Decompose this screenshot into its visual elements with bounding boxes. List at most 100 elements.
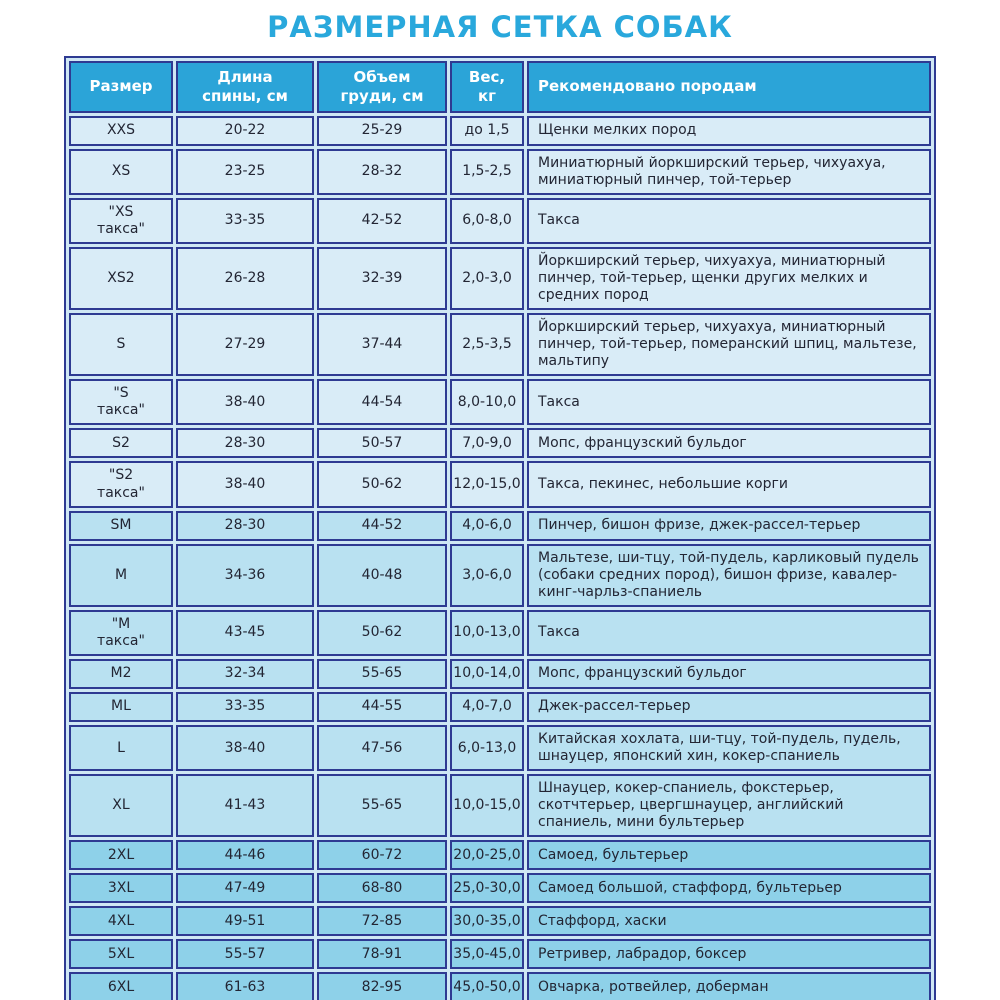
chest-girth-cell: 72-85 <box>317 906 447 937</box>
size-cell: S <box>69 313 173 377</box>
weight-cell: 4,0-7,0 <box>450 691 524 722</box>
chest-girth-cell: 50-62 <box>317 609 447 656</box>
weight-cell: 6,0-13,0 <box>450 724 524 772</box>
chest-girth-cell: 50-62 <box>317 461 447 508</box>
column-header-chest-girth: Объем груди, см <box>317 61 447 113</box>
back-length-cell: 27-29 <box>176 313 314 377</box>
table-row: XXS 20-22 25-29 до 1,5 Щенки мелких пород <box>69 115 931 146</box>
table-row: SM 28-30 44-52 4,0-6,0 Пинчер, бишон фризе, … <box>69 510 931 541</box>
table-row: 5XL 55-57 78-91 35,0-45,0 Ретривер, лабрадор… <box>69 939 931 970</box>
breeds-cell: Такса <box>527 197 931 244</box>
chest-girth-cell: 44-55 <box>317 691 447 722</box>
size-cell: 6XL <box>69 972 173 1000</box>
breeds-cell: Такса, пекинес, небольшие корги <box>527 461 931 508</box>
back-length-cell: 61-63 <box>176 972 314 1000</box>
breeds-cell: Самоед большой, стаффорд, бультерьер <box>527 873 931 904</box>
size-cell: XS <box>69 148 173 195</box>
table-row: XL 41-43 55-65 10,0-15,0 Шнауцер, кокер-спан… <box>69 774 931 838</box>
size-chart-table-wrap: Размер Длина спины, см Объем груди, см Вес,… <box>64 56 936 1000</box>
weight-cell: 45,0-50,0 <box>450 972 524 1000</box>
header-row: Размер Длина спины, см Объем груди, см Вес,… <box>69 61 931 113</box>
table-row: ML 33-35 44-55 4,0-7,0 Джек-рассел-терьер <box>69 691 931 722</box>
chest-girth-cell: 78-91 <box>317 939 447 970</box>
weight-cell: до 1,5 <box>450 115 524 146</box>
chest-girth-cell: 40-48 <box>317 543 447 607</box>
table-row: 3XL 47-49 68-80 25,0-30,0 Самоед большой, ст… <box>69 873 931 904</box>
breeds-cell: Пинчер, бишон фризе, джек-рассел-терьер <box>527 510 931 541</box>
weight-cell: 10,0-13,0 <box>450 609 524 656</box>
back-length-cell: 33-35 <box>176 197 314 244</box>
chest-girth-cell: 60-72 <box>317 840 447 871</box>
column-header-weight: Вес, кг <box>450 61 524 113</box>
weight-cell: 1,5-2,5 <box>450 148 524 195</box>
back-length-cell: 43-45 <box>176 609 314 656</box>
breeds-cell: Ретривер, лабрадор, боксер <box>527 939 931 970</box>
size-cell: L <box>69 724 173 772</box>
breeds-cell: Йоркширский терьер, чихуахуа, миниатюрны… <box>527 313 931 377</box>
weight-cell: 2,5-3,5 <box>450 313 524 377</box>
weight-cell: 30,0-35,0 <box>450 906 524 937</box>
back-length-cell: 49-51 <box>176 906 314 937</box>
table-row: "S2 такса" 38-40 50-62 12,0-15,0 Такса, пеки… <box>69 461 931 508</box>
back-length-cell: 28-30 <box>176 510 314 541</box>
table-row: XS2 26-28 32-39 2,0-3,0 Йоркширский терьер, … <box>69 246 931 311</box>
size-cell: 5XL <box>69 939 173 970</box>
weight-cell: 10,0-14,0 <box>450 658 524 689</box>
table-row: 2XL 44-46 60-72 20,0-25,0 Самоед, бультерьер <box>69 840 931 871</box>
size-cell: "S такса" <box>69 379 173 426</box>
dog-size-chart-table: Размер Длина спины, см Объем груди, см Вес,… <box>66 58 934 1000</box>
chest-girth-cell: 37-44 <box>317 313 447 377</box>
chest-girth-cell: 68-80 <box>317 873 447 904</box>
table-row: M 34-36 40-48 3,0-6,0 Мальтезе, ши-тцу, той-… <box>69 543 931 607</box>
breeds-cell: Китайская хохлата, ши-тцу, той-пудель, п… <box>527 724 931 772</box>
back-length-cell: 26-28 <box>176 246 314 311</box>
back-length-cell: 38-40 <box>176 379 314 426</box>
breeds-cell: Такса <box>527 379 931 426</box>
back-length-cell: 23-25 <box>176 148 314 195</box>
size-cell: M <box>69 543 173 607</box>
chest-girth-cell: 82-95 <box>317 972 447 1000</box>
table-row: 4XL 49-51 72-85 30,0-35,0 Стаффорд, хаски <box>69 906 931 937</box>
chest-girth-cell: 28-32 <box>317 148 447 195</box>
weight-cell: 25,0-30,0 <box>450 873 524 904</box>
weight-cell: 6,0-8,0 <box>450 197 524 244</box>
weight-cell: 3,0-6,0 <box>450 543 524 607</box>
back-length-cell: 32-34 <box>176 658 314 689</box>
table-row: S 27-29 37-44 2,5-3,5 Йоркширский терьер, чи… <box>69 313 931 377</box>
chest-girth-cell: 44-52 <box>317 510 447 541</box>
size-cell: 4XL <box>69 906 173 937</box>
back-length-cell: 34-36 <box>176 543 314 607</box>
breeds-cell: Шнауцер, кокер-спаниель, фокстерьер, ско… <box>527 774 931 838</box>
weight-cell: 20,0-25,0 <box>450 840 524 871</box>
table-row: "S такса" 38-40 44-54 8,0-10,0 Такса <box>69 379 931 426</box>
table-row: M2 32-34 55-65 10,0-14,0 Мопс, французский б… <box>69 658 931 689</box>
breeds-cell: Мальтезе, ши-тцу, той-пудель, карликовый… <box>527 543 931 607</box>
weight-cell: 10,0-15,0 <box>450 774 524 838</box>
breeds-cell: Щенки мелких пород <box>527 115 931 146</box>
size-cell: SM <box>69 510 173 541</box>
weight-cell: 2,0-3,0 <box>450 246 524 311</box>
table-row: "M такса" 43-45 50-62 10,0-13,0 Такса <box>69 609 931 656</box>
breeds-cell: Стаффорд, хаски <box>527 906 931 937</box>
breeds-cell: Мопс, французский бульдог <box>527 428 931 459</box>
table-row: S2 28-30 50-57 7,0-9,0 Мопс, французский бул… <box>69 428 931 459</box>
page-title: РАЗМЕРНАЯ СЕТКА СОБАК <box>267 10 733 44</box>
breeds-cell: Самоед, бультерьер <box>527 840 931 871</box>
back-length-cell: 44-46 <box>176 840 314 871</box>
back-length-cell: 28-30 <box>176 428 314 459</box>
size-cell: XXS <box>69 115 173 146</box>
back-length-cell: 41-43 <box>176 774 314 838</box>
breeds-cell: Джек-рассел-терьер <box>527 691 931 722</box>
chest-girth-cell: 32-39 <box>317 246 447 311</box>
chest-girth-cell: 47-56 <box>317 724 447 772</box>
chest-girth-cell: 55-65 <box>317 658 447 689</box>
column-header-breeds: Рекомендовано породам <box>527 61 931 113</box>
breeds-cell: Такса <box>527 609 931 656</box>
weight-cell: 35,0-45,0 <box>450 939 524 970</box>
back-length-cell: 38-40 <box>176 461 314 508</box>
chest-girth-cell: 25-29 <box>317 115 447 146</box>
size-cell: S2 <box>69 428 173 459</box>
column-header-back-length: Длина спины, см <box>176 61 314 113</box>
table-body: XXS 20-22 25-29 до 1,5 Щенки мелких пород XS 2… <box>69 115 931 1000</box>
chest-girth-cell: 50-57 <box>317 428 447 459</box>
